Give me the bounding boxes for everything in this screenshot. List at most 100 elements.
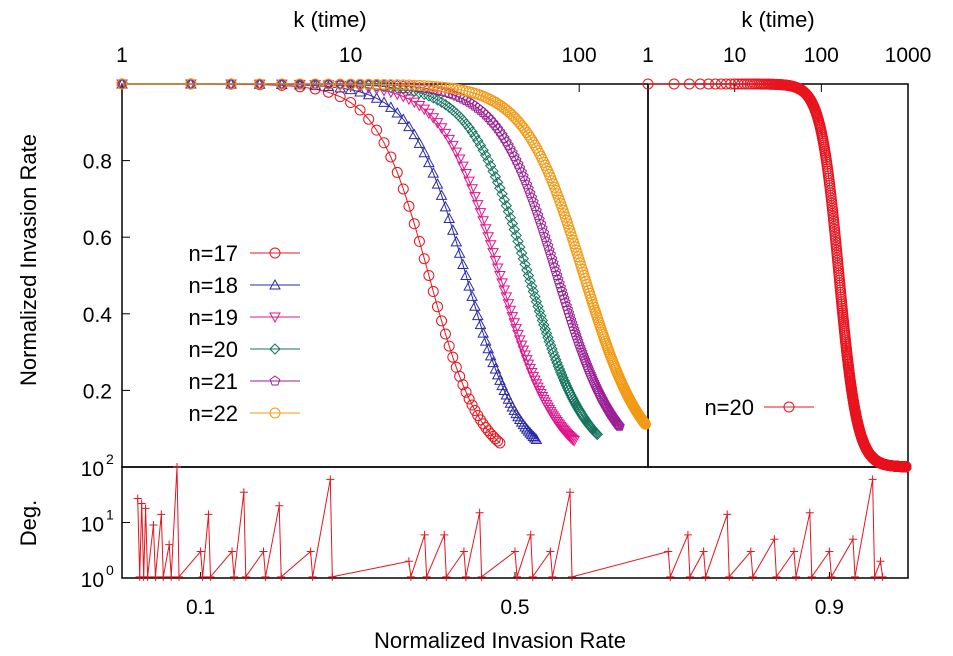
left-series-point [567, 320, 579, 331]
left-series-point [563, 307, 575, 318]
left-series-point [378, 137, 390, 149]
bottom-degree-point [442, 572, 451, 581]
left-series-point [345, 78, 357, 90]
left-series-point [551, 357, 563, 369]
left-series-point [309, 78, 321, 89]
left-series-point [323, 78, 334, 89]
left-series-point [477, 216, 489, 227]
left-series-point [460, 118, 472, 130]
left-series-point [385, 79, 397, 91]
left-series-point [463, 393, 475, 405]
left-legend-marker [269, 375, 281, 386]
left-series-point [403, 200, 415, 212]
left-y-tick-label: 0.8 [83, 151, 112, 174]
bottom-degree-point [723, 510, 732, 519]
left-series-point [494, 437, 506, 449]
left-legend-label: n=17 [188, 241, 238, 266]
left-series-point [435, 189, 448, 200]
left-series-point [596, 393, 608, 404]
left-series-point [397, 113, 410, 124]
left-series-point [354, 104, 366, 116]
left-series-point [506, 312, 519, 323]
left-series-point [498, 132, 510, 143]
left-series-point [344, 79, 357, 91]
left-series-point [460, 269, 472, 280]
left-series-point [479, 335, 492, 346]
bottom-degree-point [827, 572, 836, 581]
bottom-degree-point [422, 572, 431, 581]
left-series-point [570, 330, 582, 341]
left-series-point [408, 128, 421, 140]
left-series-point [503, 139, 514, 150]
left-series-point [521, 179, 533, 190]
left-series-point [505, 143, 516, 154]
bottom-degree-point [770, 535, 779, 544]
left-series-point [479, 224, 492, 235]
left-series-point [515, 340, 528, 352]
left-legend-label: n=19 [188, 305, 238, 330]
left-series-point [469, 300, 481, 311]
right-series-point [741, 78, 753, 90]
left-series-point [185, 78, 197, 89]
left-series-point [538, 319, 550, 331]
left-series-point [432, 81, 444, 93]
right-legend-marker [783, 401, 795, 413]
left-series-point [466, 184, 478, 195]
bottom-degree-point [198, 572, 207, 581]
left-series-point [512, 158, 524, 169]
bottom-degree-point [159, 572, 168, 581]
left-series-point [512, 235, 524, 248]
left-series-point [482, 154, 494, 167]
bottom-degree-point [173, 463, 182, 471]
right-series-point [900, 461, 912, 473]
left-series-point [225, 78, 237, 90]
left-series-point [491, 176, 504, 189]
left-series-point [508, 223, 520, 236]
left-series-point [439, 128, 452, 140]
bottom-degree-point [277, 572, 286, 581]
right-series-point [736, 78, 748, 90]
left-series-point [469, 130, 481, 142]
left-series-point [535, 218, 547, 229]
bottom-degree-point [239, 488, 248, 497]
left-series-point [275, 79, 288, 91]
left-legend-marker [269, 247, 281, 259]
right-top-xlabel: k (time) [741, 7, 814, 32]
bottom-degree-point [406, 572, 415, 581]
left-series-point [502, 299, 515, 310]
left-series-point [498, 194, 510, 206]
left-series-point [504, 211, 517, 224]
left-series-point [519, 174, 531, 186]
bottom-degree-point [206, 572, 215, 581]
left-series-point [566, 391, 578, 403]
left-series-point [371, 78, 383, 90]
bottom-degree-point [870, 572, 879, 581]
left-series-point [447, 351, 459, 363]
left-legend-marker [269, 278, 281, 290]
left-series-point [413, 79, 425, 91]
bottom-degree-point [143, 572, 152, 581]
bottom-degree-point [513, 572, 521, 581]
left-series-point [472, 135, 484, 147]
left-series-point [496, 188, 508, 200]
left-series-point [443, 134, 456, 146]
bottom-degree-point [167, 572, 176, 581]
bottom-degree-point [790, 547, 799, 556]
left-series-point [567, 393, 579, 405]
left-series-point [596, 392, 607, 403]
left-series-point [484, 160, 497, 172]
left-series-point [532, 145, 544, 157]
left-series-point [457, 379, 469, 391]
left-series-point [537, 222, 548, 234]
left-series-point [496, 278, 508, 289]
right-series-line [648, 83, 907, 468]
bottom-degree-point [228, 547, 237, 556]
left-series-point [439, 200, 452, 212]
right-panel-frame [647, 83, 909, 468]
left-series-point [184, 79, 197, 91]
bottom-degree-point [685, 572, 694, 581]
bottom-degree-point [548, 572, 557, 581]
bottom-y-tick-label: 10 [81, 514, 104, 537]
left-series-line [122, 83, 537, 440]
bottom-degree-point [792, 572, 801, 581]
